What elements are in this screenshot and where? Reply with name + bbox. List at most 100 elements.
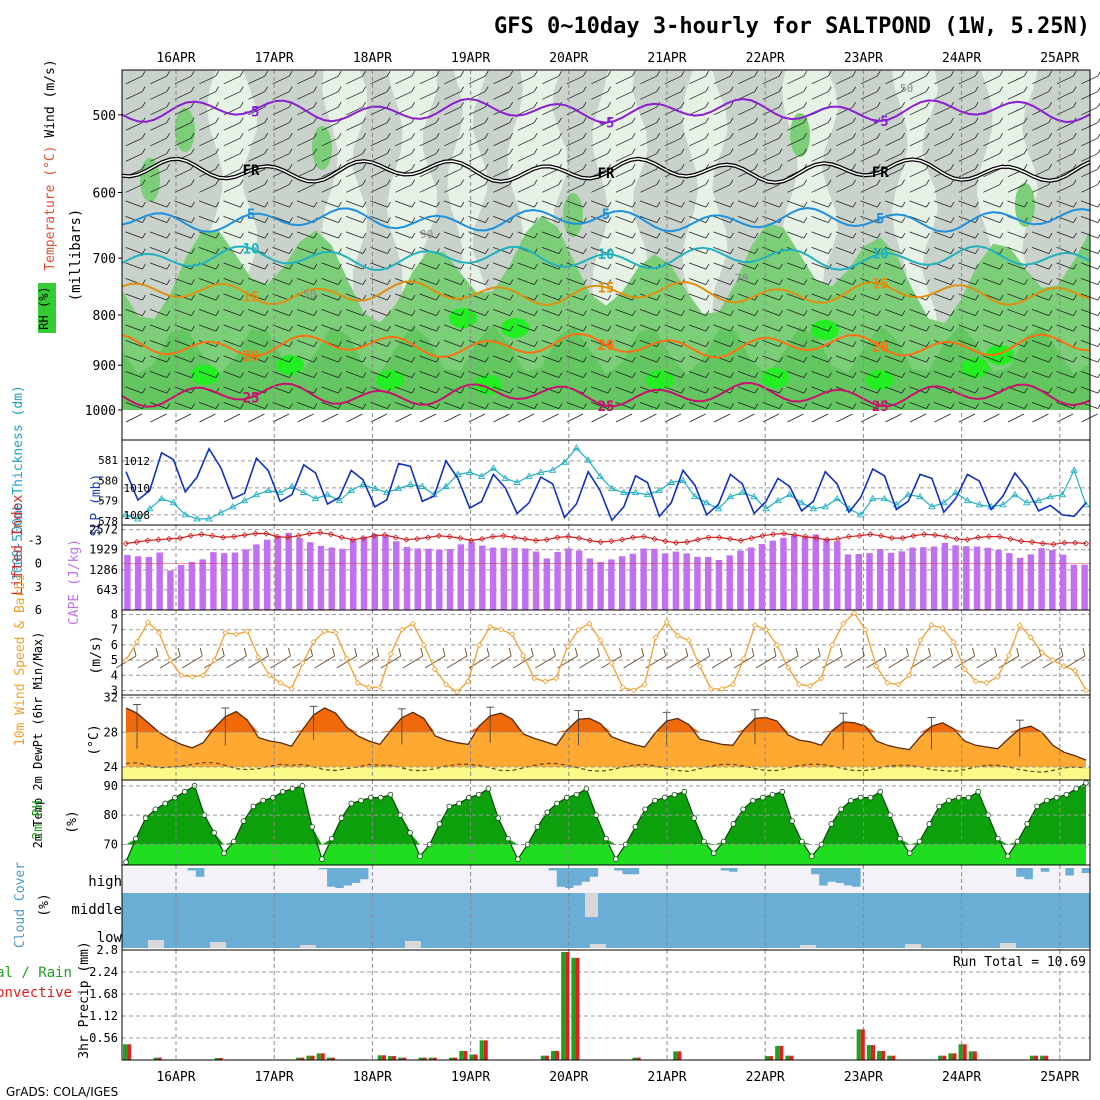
wind-barb <box>884 324 903 332</box>
wind-barb <box>1031 340 1050 347</box>
wind-barb-flag <box>803 217 808 223</box>
precip-tick: 1.68 <box>89 987 118 1001</box>
thickness-point <box>323 490 332 498</box>
precip-total-bar <box>479 1040 484 1060</box>
precip-conv-bar <box>779 1045 784 1060</box>
wind-barb <box>541 231 560 239</box>
wind-barb <box>223 371 241 378</box>
wind-barb-flag <box>288 132 293 139</box>
wind-barb-flag <box>803 356 808 363</box>
wind-barb-flag <box>926 232 930 239</box>
wind-barb <box>835 309 854 316</box>
rh-point <box>926 821 933 827</box>
wind-barb-flag <box>779 372 783 378</box>
li-point <box>888 535 895 542</box>
wind-barb <box>713 184 731 193</box>
wind-barb <box>444 137 461 147</box>
wind-barb-flag <box>215 148 219 154</box>
li-point <box>468 537 475 544</box>
wind-barb <box>566 200 584 208</box>
li-point <box>187 532 194 539</box>
wind-barb <box>370 168 388 178</box>
wind-barb <box>566 184 584 193</box>
wind-barb-flag <box>925 148 930 154</box>
wind-barb-flag <box>705 217 710 223</box>
wind-barb-flag <box>901 101 905 108</box>
high-cloud-bar <box>318 868 328 870</box>
wind-barb <box>150 168 167 178</box>
wind-barb <box>787 122 804 131</box>
surface-barb <box>542 413 559 423</box>
thickness-tick: 580 <box>98 474 118 487</box>
wind-barb <box>811 371 829 378</box>
wind-barb-flag <box>680 101 685 108</box>
date-label-top: 25APR <box>1040 51 1079 66</box>
wind-barb <box>223 402 241 409</box>
li-point <box>856 532 863 539</box>
wind-barb-flag <box>460 279 465 285</box>
wind-barb-flag <box>681 217 685 223</box>
cape-bar <box>393 541 400 610</box>
wind-barb-10m-flag <box>420 647 424 657</box>
wind-barb-flag <box>975 356 979 363</box>
li-point <box>424 534 432 541</box>
thickness-point <box>513 478 521 485</box>
wind-barb-flag <box>730 325 734 332</box>
wind-barb <box>786 278 805 285</box>
precip-conv-bar <box>860 1029 865 1060</box>
wind-barb-flag <box>1024 341 1028 347</box>
wind-barb-flag <box>288 70 293 77</box>
wind-barb <box>492 386 511 394</box>
wind-barb-flag <box>778 86 783 92</box>
wind-barb <box>762 75 780 85</box>
wind-barb-flag <box>460 325 465 332</box>
wind-barb <box>125 184 143 193</box>
wind-barb-flag <box>607 132 611 139</box>
wind-barb-flag <box>975 279 979 285</box>
wind-barb-flag <box>1072 86 1077 92</box>
wind-barb <box>639 386 658 394</box>
wind-barb <box>346 91 363 100</box>
rh-moist-patch <box>1015 183 1035 227</box>
wind-barb-flag <box>827 148 832 154</box>
precip-conv-bar <box>677 1051 682 1060</box>
li-point <box>1007 535 1014 542</box>
wind-barb <box>444 91 461 100</box>
wind-barb-flag <box>852 248 857 254</box>
cape-bar <box>242 549 249 610</box>
wind-barb <box>958 402 976 409</box>
cape-bar <box>747 547 755 610</box>
wind-barb <box>909 262 927 270</box>
wind-barb-flag <box>166 341 171 347</box>
wind-barb <box>272 340 290 347</box>
rh-saturated-blob <box>376 370 404 390</box>
wind-barb <box>394 340 413 347</box>
wind-barb <box>737 262 756 270</box>
wind-barb-flag <box>852 356 857 363</box>
wind-barb-flag <box>240 217 244 223</box>
wind-barb-flag <box>656 201 661 208</box>
wind-barb <box>566 355 584 363</box>
wind-speed-point <box>807 682 814 689</box>
wind-barb-flag <box>534 279 538 285</box>
high-cloud-bar <box>622 868 631 875</box>
wind-barb <box>1032 91 1049 100</box>
cape-bar <box>479 545 486 610</box>
wind-barb-flag <box>901 325 906 332</box>
cape-bar <box>253 544 260 610</box>
rh-moist-patch <box>140 158 160 202</box>
axis-label-part <box>43 138 58 146</box>
wind-barb-flag <box>583 403 587 409</box>
wind-barb <box>566 216 584 223</box>
wind-barb <box>885 153 902 162</box>
wind-barb-flag <box>1073 217 1077 223</box>
wind-barb <box>541 402 560 409</box>
wind-barb <box>713 153 731 162</box>
precip-conv-bar <box>432 1057 437 1060</box>
wind-barb <box>468 216 486 223</box>
wind-barb <box>737 231 756 239</box>
wind-barb <box>909 168 927 178</box>
precip-conv-bar <box>310 1055 315 1060</box>
thickness-point <box>205 515 213 522</box>
wind-barb <box>1032 184 1049 193</box>
